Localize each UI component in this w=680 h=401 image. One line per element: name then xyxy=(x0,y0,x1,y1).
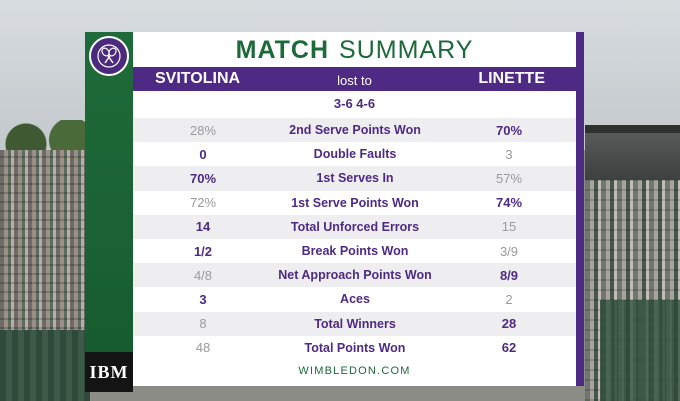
stats-table: 28% 2nd Serve Points Won 70% 0 Double Faults… xyxy=(133,118,576,360)
stat-label: 2nd Serve Points Won xyxy=(289,123,421,138)
stat-label: Break Points Won xyxy=(301,244,409,259)
stat-label: Total Unforced Errors xyxy=(290,219,420,234)
stat-row: 14 Total Unforced Errors 15 xyxy=(133,214,576,239)
ibm-sponsor-logo: IBM xyxy=(85,352,133,392)
green-sidebar xyxy=(85,32,133,386)
stat-right-value: 3/9 xyxy=(499,243,519,259)
players-header: lost to SVITOLINA LINETTE xyxy=(133,67,576,91)
stat-row: 8 Total Winners 28 xyxy=(133,311,576,336)
stat-left-value: 1/2 xyxy=(193,243,213,259)
title-bold: MATCH xyxy=(235,35,330,64)
match-score: 3-6 4-6 xyxy=(333,96,376,111)
stat-right-value: 28 xyxy=(501,316,517,332)
stat-left-value: 4/8 xyxy=(193,267,213,283)
stat-label: Double Faults xyxy=(313,147,397,162)
stat-left-value: 3 xyxy=(199,291,207,307)
stat-left-value: 8 xyxy=(199,316,207,332)
stat-label: Total Winners xyxy=(314,316,396,331)
stat-row: 4/8 Net Approach Points Won 8/9 xyxy=(133,263,576,288)
stat-label: Net Approach Points Won xyxy=(278,268,432,283)
stadium-building xyxy=(585,125,680,180)
stat-row: 3 Aces 2 xyxy=(133,287,576,311)
stat-right-value: 57% xyxy=(495,170,523,186)
stat-left-value: 72% xyxy=(189,195,217,211)
result-text: lost to xyxy=(337,73,372,88)
title-light: SUMMARY xyxy=(339,35,474,64)
stat-label: Aces xyxy=(340,292,370,307)
stat-row: 72% 1st Serve Points Won 74% xyxy=(133,191,576,215)
left-stand-seats xyxy=(0,330,90,401)
panel-title: MATCH SUMMARY xyxy=(133,34,576,66)
stat-right-value: 8/9 xyxy=(499,267,519,283)
stat-left-value: 28% xyxy=(189,122,217,138)
stat-right-value: 15 xyxy=(501,219,517,235)
stat-row: 70% 1st Serves In 57% xyxy=(133,166,576,191)
player-right-name: LINETTE xyxy=(478,70,545,87)
stat-left-value: 70% xyxy=(189,170,217,186)
stat-left-value: 48 xyxy=(195,340,211,356)
stat-row: 28% 2nd Serve Points Won 70% xyxy=(133,118,576,143)
stat-row: 48 Total Points Won 62 xyxy=(133,336,576,360)
stat-left-value: 14 xyxy=(195,219,211,235)
stat-right-value: 62 xyxy=(501,340,517,356)
stat-label: Total Points Won xyxy=(304,340,406,355)
player-left-name: SVITOLINA xyxy=(155,70,241,87)
stat-label: 1st Serves In xyxy=(316,171,394,186)
right-stand-seats xyxy=(600,300,680,401)
wimbledon-logo-icon xyxy=(89,36,129,76)
stat-right-value: 70% xyxy=(495,122,523,138)
stat-right-value: 3 xyxy=(505,146,513,162)
stat-label: 1st Serve Points Won xyxy=(291,195,419,210)
stat-row: 0 Double Faults 3 xyxy=(133,142,576,166)
stat-right-value: 2 xyxy=(505,291,513,307)
stadium-roof xyxy=(585,125,680,133)
stat-row: 1/2 Break Points Won 3/9 xyxy=(133,239,576,263)
footer-url: WIMBLEDON.COM xyxy=(298,365,411,377)
stat-left-value: 0 xyxy=(199,146,207,162)
stat-right-value: 74% xyxy=(495,195,523,211)
panel-right-border xyxy=(576,32,584,386)
